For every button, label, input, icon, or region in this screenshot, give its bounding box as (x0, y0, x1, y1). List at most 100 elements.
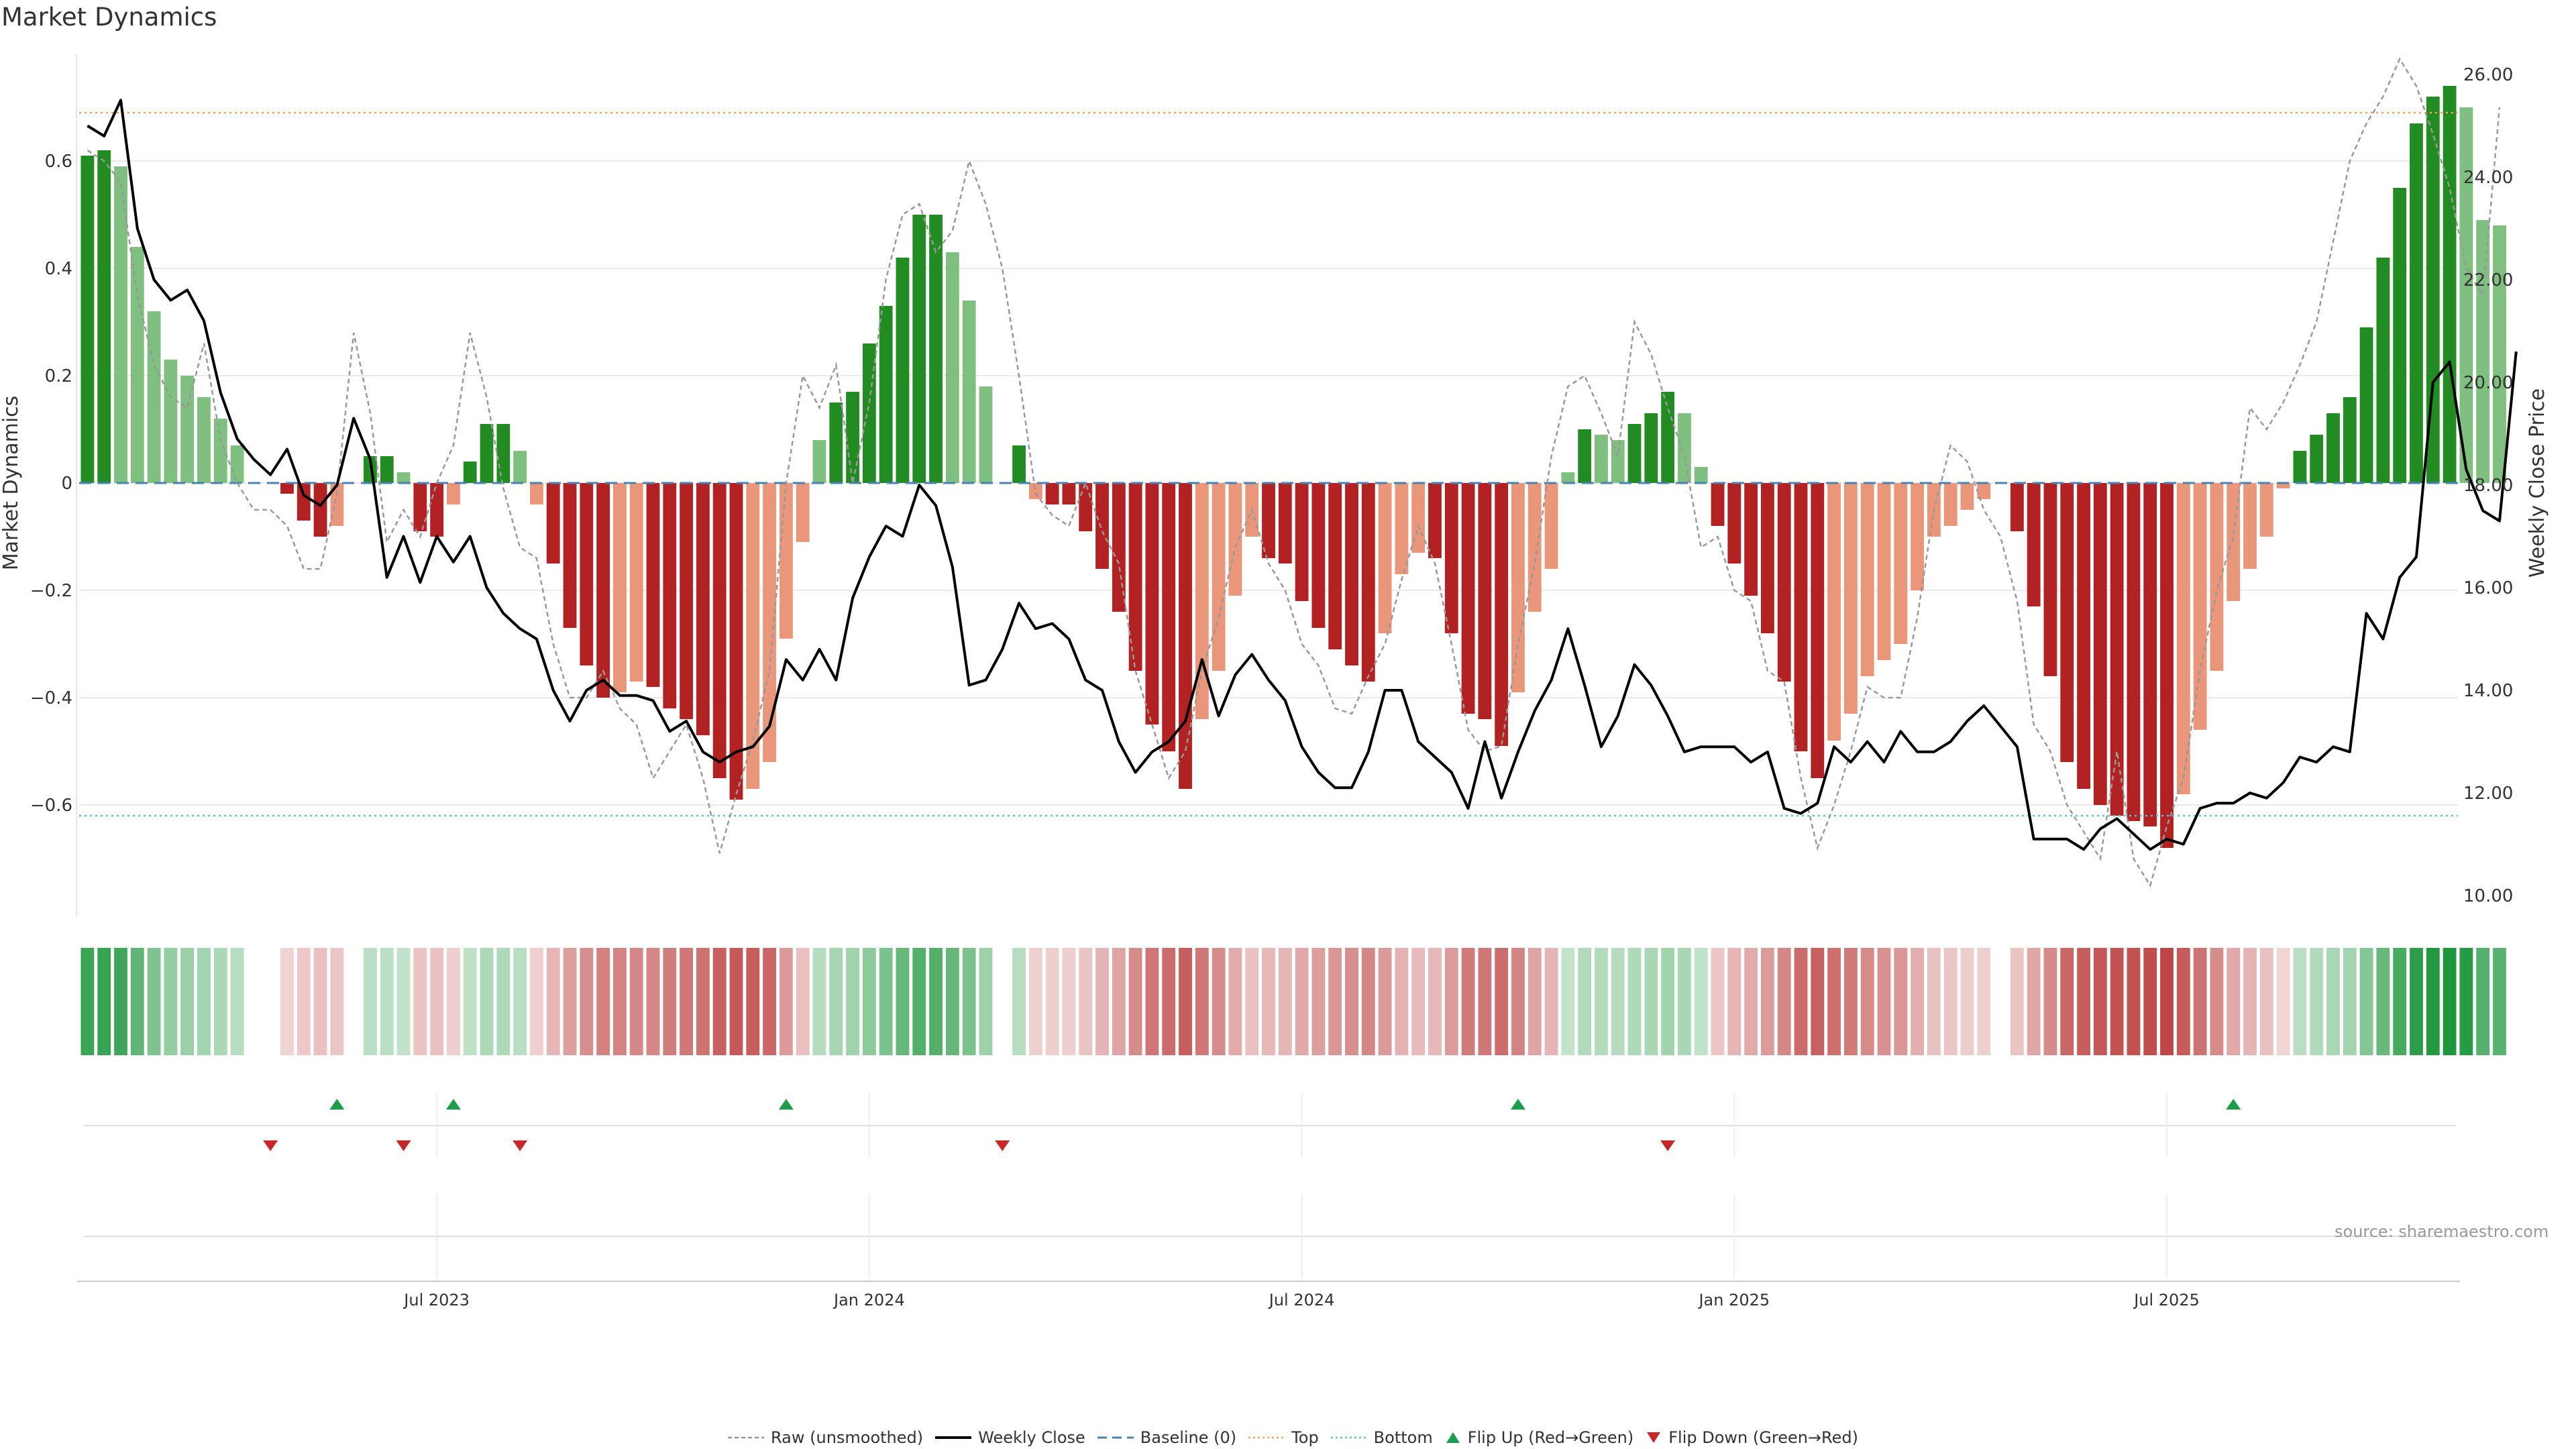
dynamics-bar (1977, 483, 1991, 499)
dynamics-bar (213, 419, 227, 483)
regime-cell (879, 948, 893, 1055)
regime-cell (1843, 948, 1858, 1055)
dynamics-bar (2393, 188, 2407, 483)
dynamics-bar (1095, 483, 1109, 569)
regime-cell (1095, 948, 1109, 1055)
regime-cell (912, 948, 926, 1055)
regime-cell (1128, 948, 1142, 1055)
regime-cell (2359, 948, 2373, 1055)
regime-cell (1661, 948, 1675, 1055)
regime-cell (1112, 948, 1126, 1055)
regime-cell (1179, 948, 1192, 1055)
dynamics-bar (130, 247, 144, 483)
legend-baseline-label: Baseline (0) (1140, 1428, 1237, 1447)
dynamics-bar (2343, 397, 2357, 483)
regime-cell (1860, 948, 1874, 1055)
dynamics-bar (763, 483, 777, 762)
regime-cell (1811, 948, 1825, 1055)
regime-cell (513, 948, 527, 1055)
regime-cell (2410, 948, 2423, 1055)
dynamics-bar (1012, 445, 1026, 483)
regime-cell (1145, 948, 1159, 1055)
regime-cell (1911, 948, 1925, 1055)
regime-cell (430, 948, 444, 1055)
dynamics-bar (97, 150, 111, 483)
regime-cell (1411, 948, 1426, 1055)
regime-cell (1777, 948, 1791, 1055)
top-line-swatch (1248, 1436, 1285, 1439)
reference-lines (79, 111, 2458, 817)
dynamics-bar (1794, 483, 1808, 751)
regime-cell (2393, 948, 2407, 1055)
dynamics-bar (2493, 225, 2506, 483)
dynamics-bar (1162, 483, 1176, 751)
y-tick-label: −0.6 (30, 796, 72, 816)
dynamics-bar (2127, 483, 2141, 821)
dynamics-bar (1843, 483, 1858, 714)
regime-cell (1595, 948, 1608, 1055)
dynamics-bar (1744, 483, 1758, 596)
regime-cell (929, 948, 943, 1055)
flip-up-marker (2226, 1099, 2241, 1110)
regime-cell (1927, 948, 1941, 1055)
x-tick-label: Jul 2023 (402, 1291, 470, 1309)
dynamics-bar (912, 215, 926, 483)
regime-cell (580, 948, 594, 1055)
regime-cell (313, 948, 327, 1055)
raw-series-line (87, 57, 2501, 888)
close-line-swatch (935, 1436, 972, 1439)
dynamics-bar (1727, 483, 1741, 564)
regime-cell (1627, 948, 1642, 1055)
regime-cell (596, 948, 610, 1055)
x-tick-label: Jul 2025 (2133, 1291, 2200, 1309)
dynamics-bar (80, 156, 95, 483)
dynamics-bar (164, 360, 178, 483)
regime-cell (1578, 948, 1592, 1055)
dynamics-bar (1145, 483, 1159, 724)
dynamics-bar (1278, 483, 1292, 564)
regime-cell (663, 948, 677, 1055)
dynamics-bar (297, 483, 311, 521)
legend-close-label: Weekly Close (978, 1428, 1085, 1447)
dynamics-bar (430, 483, 444, 537)
regime-cell (812, 948, 826, 1055)
dynamics-bar (929, 215, 943, 483)
regime-cell (396, 948, 411, 1055)
dynamics-bar (2376, 258, 2390, 483)
dynamics-bar (1444, 483, 1458, 633)
regime-cell (729, 948, 743, 1055)
dynamics-bar (1179, 483, 1192, 789)
dynamics-bar (1262, 483, 1275, 558)
dynamics-bar (2293, 451, 2307, 483)
regime-cell (364, 948, 377, 1055)
regime-cell (1727, 948, 1741, 1055)
regime-cell (2210, 948, 2224, 1055)
legend-top: Top (1248, 1428, 1319, 1447)
dynamics-bar (2093, 483, 2107, 805)
right-y-axis-title: Weekly Close Price (2526, 388, 2549, 578)
dynamics-bar (2276, 483, 2290, 488)
regime-cell (1428, 948, 1442, 1055)
right-y-tick-label: 14.00 (2463, 681, 2513, 701)
dynamics-bar (1295, 483, 1309, 601)
right-y-tick-label: 22.00 (2463, 270, 2513, 290)
regime-cell (680, 948, 694, 1055)
regime-cell (1311, 948, 1326, 1055)
dynamics-bar (846, 392, 859, 483)
regime-cell (2093, 948, 2107, 1055)
regime-cell (779, 948, 793, 1055)
axes: 0.6 0.4 0.2 0 −0.2 −0.4 −0.6 26.00 24.00 22.00 20.… (0, 54, 2549, 916)
regime-cell (1794, 948, 1808, 1055)
regime-cell (1694, 948, 1708, 1055)
regime-cell (945, 948, 959, 1055)
flip-down-marker (396, 1140, 411, 1151)
dynamics-bar (1544, 483, 1558, 569)
regime-cell (1827, 948, 1841, 1055)
right-y-tick-label: 12.00 (2463, 784, 2513, 804)
dynamics-bar (979, 386, 993, 483)
regime-cell (1894, 948, 1908, 1055)
dynamics-bar (629, 483, 643, 682)
regime-cell (264, 948, 277, 1055)
regime-cell (1295, 948, 1309, 1055)
